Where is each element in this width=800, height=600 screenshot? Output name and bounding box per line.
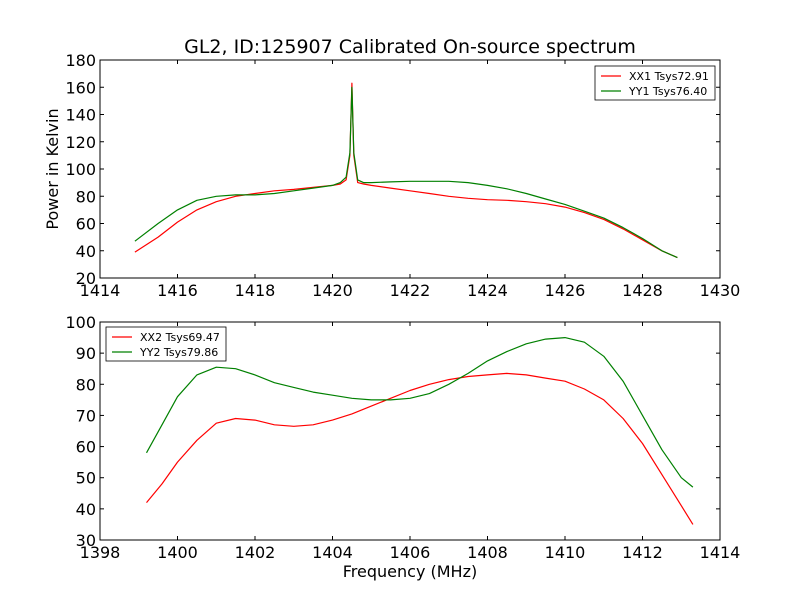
x-tick-label: 1406 — [390, 543, 431, 562]
y-tick-label: 80 — [76, 375, 96, 394]
legend: XX2 Tsys69.47 YY2 Tsys79.86 — [105, 326, 227, 362]
x-tick-label: 1414 — [80, 281, 121, 300]
x-tick-label: 1402 — [235, 543, 276, 562]
y-tick-label: 50 — [76, 469, 96, 488]
y-tick-label: 140 — [65, 106, 96, 125]
series-line-1-2 — [134, 86, 678, 259]
y-tick-label: 80 — [76, 187, 96, 206]
y-tick-label: 100 — [65, 160, 96, 179]
chart-title: GL2, ID:125907 Calibrated On-source spec… — [184, 36, 636, 58]
x-tick-label: 1424 — [467, 281, 508, 300]
top-panel: 1414 1416 1418 1420 1422 1424 1426 1428 1430 20 40… — [65, 51, 740, 300]
y-tick-label: 70 — [76, 406, 96, 425]
series-line-2-1 — [146, 372, 694, 525]
legend-label: YY2 Tsys79.86 — [139, 346, 218, 359]
y-tick-label: 40 — [76, 500, 96, 519]
legend-label: YY1 Tsys76.40 — [628, 85, 707, 98]
y-tick-label: 60 — [76, 438, 96, 457]
x-tick-label: 1414 — [700, 543, 741, 562]
legend: XX1 Tsys72.91 YY1 Tsys76.40 — [594, 65, 716, 101]
x-tick-label: 1428 — [622, 281, 663, 300]
x-tick-label: 1416 — [157, 281, 198, 300]
legend-label: XX2 Tsys69.47 — [140, 331, 220, 344]
x-tick-label: 1408 — [467, 543, 508, 562]
bottom-panel: 1398 1400 1402 1404 1406 1408 1410 1412 1414 30 40… — [65, 313, 740, 562]
x-tick-label: 1398 — [80, 543, 121, 562]
y-tick-label: 100 — [65, 313, 96, 332]
y-tick-label: 60 — [76, 215, 96, 234]
y-tick-label: 40 — [76, 242, 96, 261]
x-tick-label: 1418 — [235, 281, 276, 300]
x-tick-label: 1422 — [390, 281, 431, 300]
legend-label: XX1 Tsys72.91 — [629, 70, 709, 83]
x-tick-label: 1412 — [622, 543, 663, 562]
x-tick-label: 1404 — [312, 543, 353, 562]
series-line-2-2 — [145, 337, 694, 488]
y-tick-label: 120 — [65, 133, 96, 152]
y-tick-label: 20 — [76, 269, 96, 288]
x-tick-label: 1426 — [545, 281, 586, 300]
x-tick-label: 1410 — [545, 543, 586, 562]
y-axis-label: Power in Kelvin — [43, 108, 62, 229]
legend-box — [594, 65, 716, 101]
y-tick-label: 90 — [76, 344, 96, 363]
x-axis-label: Frequency (MHz) — [343, 562, 477, 581]
x-tick-label: 1400 — [157, 543, 198, 562]
y-tick-label: 30 — [76, 531, 96, 550]
legend-box — [105, 326, 227, 362]
y-tick-label: 180 — [65, 51, 96, 70]
x-tick-label: 1420 — [312, 281, 353, 300]
y-tick-label: 160 — [65, 78, 96, 97]
x-tick-label: 1430 — [700, 281, 741, 300]
